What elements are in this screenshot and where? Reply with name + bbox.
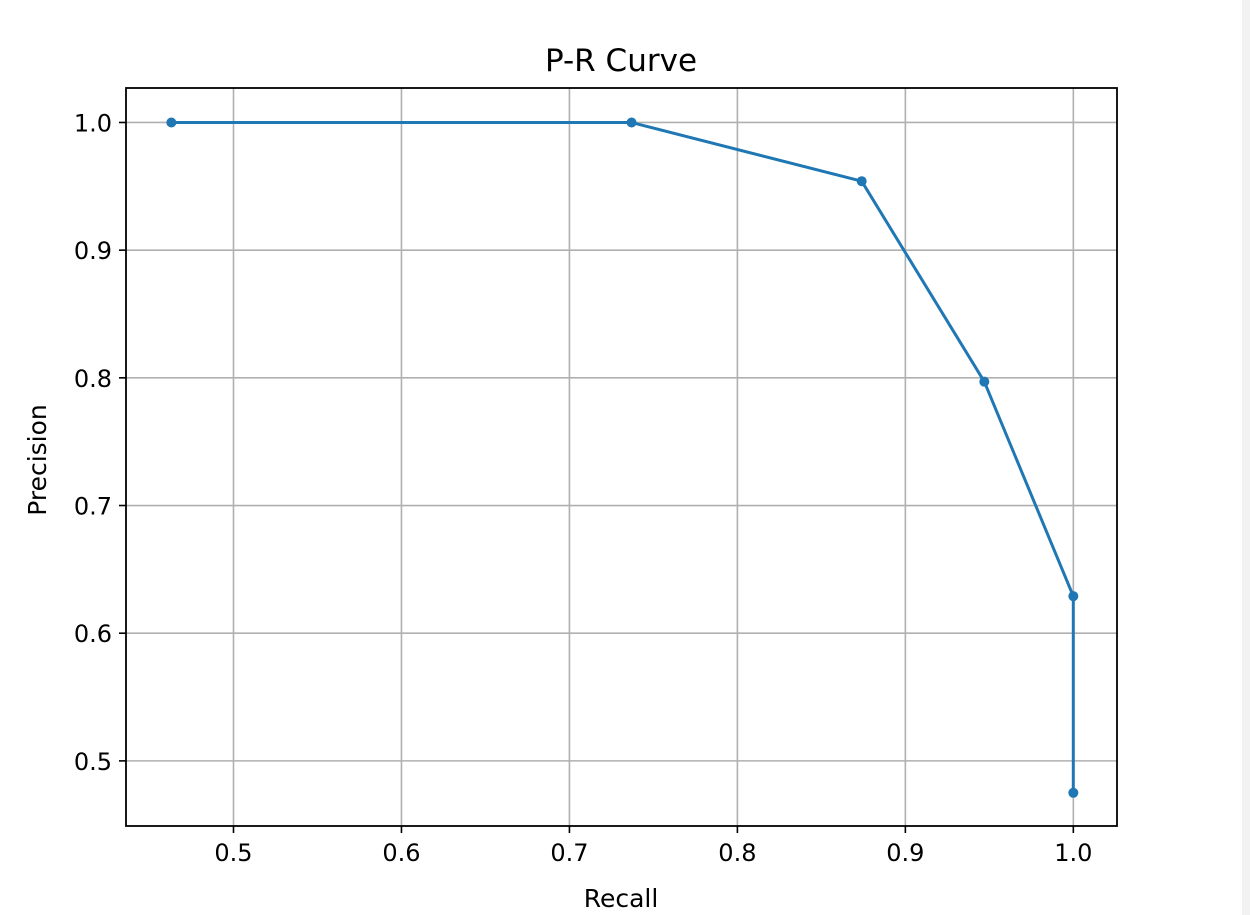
series-line — [171, 121, 1075, 793]
y-tick-label: 1.0 — [74, 109, 112, 137]
y-tick-label: 0.7 — [74, 493, 112, 521]
y-tick-label: 0.5 — [74, 748, 112, 776]
data-point — [856, 176, 867, 187]
tick-marks — [119, 121, 1075, 833]
data-point — [979, 376, 990, 387]
plot-frame — [125, 87, 1118, 827]
data-point — [1068, 591, 1079, 602]
y-tick-label: 0.8 — [74, 365, 112, 393]
data-point — [626, 117, 637, 128]
tick-labels: 0.5 0.6 0.7 0.8 0.9 1.0 0.5 0.6 0.7 0.8 0.9 1.0 — [74, 109, 1093, 867]
data-point — [166, 117, 177, 128]
x-tick-label: 1.0 — [1054, 839, 1092, 867]
window-edge — [1242, 0, 1250, 915]
y-axis-label: Precision — [23, 404, 52, 516]
x-axis-label: Recall — [584, 884, 659, 913]
x-tick-label: 0.8 — [718, 839, 756, 867]
x-tick-label: 0.5 — [214, 839, 252, 867]
y-tick-label: 0.6 — [74, 620, 112, 648]
data-point — [1068, 787, 1079, 798]
x-tick-label: 0.7 — [550, 839, 588, 867]
x-tick-label: 0.6 — [382, 839, 420, 867]
series-layer — [166, 117, 1079, 798]
chart-title: P-R Curve — [545, 43, 697, 79]
x-tick-label: 0.9 — [886, 839, 924, 867]
y-tick-label: 0.9 — [74, 237, 112, 265]
